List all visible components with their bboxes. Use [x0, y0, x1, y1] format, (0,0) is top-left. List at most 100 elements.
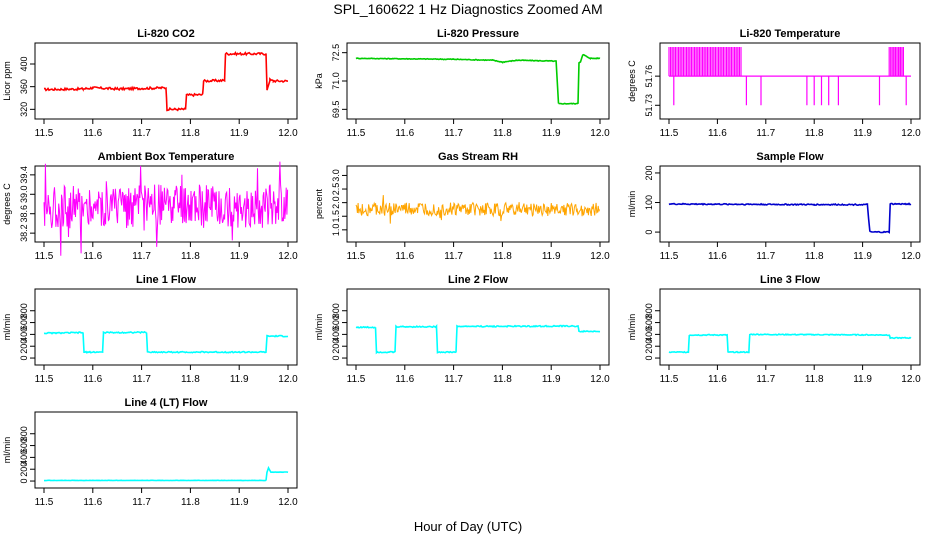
- y-tick-label: 400: [331, 327, 341, 342]
- y-tick-label: 200: [331, 339, 341, 354]
- panel-title: Line 4 (LT) Flow: [125, 397, 208, 409]
- panel-title: Line 2 Flow: [448, 274, 508, 286]
- x-tick-label: 11.9: [230, 128, 249, 139]
- panel-line4: Line 4 (LT) Flow 11.5 11.6 11.7 11.8 11.9 12.0…: [2, 397, 298, 508]
- x-tick-label: 11.5: [660, 128, 679, 139]
- y-tick-label: 38.6: [19, 205, 29, 223]
- x-tick-label: 11.9: [542, 251, 561, 262]
- panel-rh: Gas Stream RH 11.5 11.6 11.7 11.8 11.9 12.0 1.0…: [314, 151, 610, 262]
- x-tick-label: 11.7: [444, 128, 463, 139]
- panel-licor_temp: Li-820 Temperature 11.5 11.6 11.7 11.8 11.9 12…: [627, 28, 921, 139]
- x-tick-label: 11.5: [660, 374, 679, 385]
- y-tick-label: 400: [19, 327, 29, 342]
- x-tick-label: 12.0: [901, 374, 921, 385]
- figure-title: SPL_160622 1 Hz Diagnostics Zoomed AM: [333, 1, 602, 17]
- series-line: [43, 51, 288, 112]
- x-tick-label: 11.5: [347, 374, 366, 385]
- y-axis-label: ml/min: [627, 191, 637, 218]
- y-tick-label: 0: [19, 479, 29, 484]
- x-tick-label: 11.6: [83, 251, 102, 262]
- panels: Li-820 CO2 11.5 11.6 11.7 11.8 11.9 12.0 320 360…: [2, 28, 921, 508]
- x-tick-label: 12.0: [901, 128, 921, 139]
- x-tick-label: 11.5: [660, 251, 679, 262]
- x-tick-label: 11.8: [181, 128, 200, 139]
- x-tick-label: 11.5: [347, 251, 366, 262]
- y-tick-label: 2.5: [331, 183, 341, 196]
- x-tick-label: 11.5: [35, 128, 54, 139]
- x-tick-label: 12.0: [278, 497, 298, 508]
- plot-frame: [346, 42, 610, 120]
- panel-pressure: Li-820 Pressure 11.5 11.6 11.7 11.8 11.9 12.0 6…: [314, 28, 610, 139]
- x-tick-label: 11.5: [35, 374, 54, 385]
- panel-title: Li-820 Pressure: [437, 28, 519, 40]
- x-tick-label: 12.0: [278, 251, 298, 262]
- y-tick-label: 39.4: [19, 166, 29, 184]
- series-line: [44, 465, 289, 482]
- y-tick-label: 2.0: [331, 196, 341, 209]
- x-tick-label: 11.5: [35, 497, 54, 508]
- x-tick-label: 11.6: [708, 374, 727, 385]
- y-axis-label: ml/min: [627, 314, 637, 341]
- panel-title: Li-820 CO2: [137, 28, 194, 40]
- y-tick-label: 600: [19, 438, 29, 453]
- panel-title: Line 3 Flow: [760, 274, 820, 286]
- y-tick-label: 400: [19, 450, 29, 465]
- x-tick-label: 11.7: [756, 251, 775, 262]
- y-tick-label: 0: [331, 356, 341, 361]
- y-tick-label: 0: [644, 230, 654, 235]
- y-tick-label: 800: [19, 303, 29, 318]
- x-tick-label: 11.8: [493, 374, 512, 385]
- y-tick-label: 0: [19, 356, 29, 361]
- x-tick-label: 11.6: [83, 374, 102, 385]
- x-tick-label: 11.9: [853, 251, 872, 262]
- panel-sample_flow: Sample Flow 11.5 11.6 11.7 11.8 11.9 12.0 0 100 2…: [627, 151, 921, 262]
- y-axis-label: degrees C: [627, 60, 637, 102]
- x-tick-label: 11.8: [181, 497, 200, 508]
- series-line: [355, 324, 601, 355]
- y-tick-label: 39.0: [19, 186, 29, 204]
- panel-line2: Line 2 Flow 11.5 11.6 11.7 11.8 11.9 12.0 0 2004…: [314, 274, 610, 385]
- panel-title: Sample Flow: [756, 151, 824, 163]
- x-tick-label: 11.6: [708, 128, 727, 139]
- series-line: [668, 202, 912, 234]
- y-tick-label: 600: [644, 315, 654, 330]
- y-tick-label: 100: [644, 195, 654, 210]
- y-tick-label: 320: [19, 102, 29, 117]
- x-tick-label: 11.5: [347, 128, 366, 139]
- x-tick-label: 11.5: [35, 251, 54, 262]
- plot-frame: [346, 288, 610, 366]
- x-tick-label: 12.0: [590, 374, 610, 385]
- x-tick-label: 11.6: [83, 128, 102, 139]
- y-tick-label: 200: [644, 165, 654, 180]
- y-tick-label: 69.5: [331, 101, 341, 119]
- x-tick-label: 11.9: [853, 374, 872, 385]
- x-tick-label: 11.9: [230, 497, 249, 508]
- plot-frame: [659, 42, 921, 120]
- y-tick-label: 600: [331, 315, 341, 330]
- y-tick-label: 800: [644, 303, 654, 318]
- series-line: [668, 47, 911, 106]
- y-axis-label: kPa: [314, 73, 324, 89]
- y-tick-label: 51.73: [644, 94, 654, 117]
- plot-frame: [34, 42, 298, 120]
- x-tick-label: 11.9: [542, 374, 561, 385]
- x-tick-label: 11.9: [542, 128, 561, 139]
- series-line: [43, 161, 289, 256]
- y-tick-label: 71.0: [331, 72, 341, 90]
- x-tick-label: 11.7: [132, 374, 151, 385]
- x-tick-label: 11.9: [230, 374, 249, 385]
- x-tick-label: 12.0: [590, 128, 610, 139]
- panel-title: Li-820 Temperature: [740, 28, 841, 40]
- series-line: [355, 53, 601, 105]
- y-axis-label: percent: [314, 188, 324, 219]
- plot-frame: [659, 288, 921, 366]
- panel-title: Gas Stream RH: [438, 151, 518, 163]
- series-line: [355, 195, 601, 224]
- x-tick-label: 11.6: [83, 497, 102, 508]
- y-tick-label: 51.76: [644, 65, 654, 88]
- plot-frame: [346, 165, 610, 243]
- panel-title: Ambient Box Temperature: [98, 151, 235, 163]
- series-line: [43, 330, 289, 354]
- x-tick-label: 11.8: [493, 251, 512, 262]
